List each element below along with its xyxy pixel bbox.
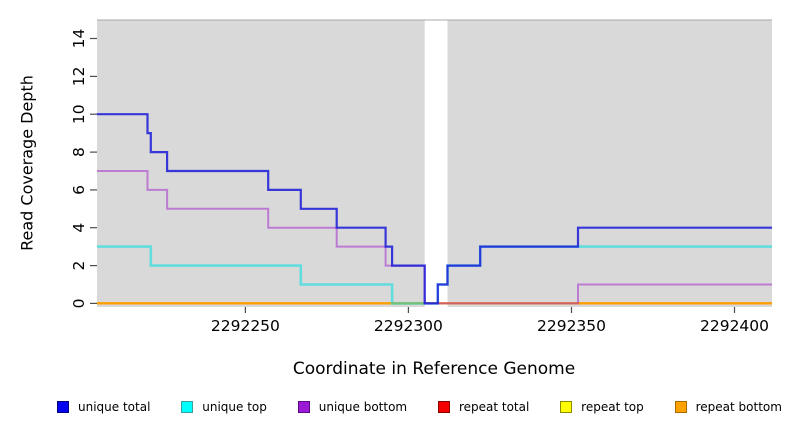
legend-label: repeat bottom [695, 400, 782, 414]
x-tick-label: 2292350 [537, 317, 606, 335]
series-unique-total [97, 113, 772, 305]
legend-item-unique-bottom: unique bottom [297, 400, 408, 414]
y-tick-label: 14 [70, 29, 88, 49]
legend-swatch-icon [181, 401, 194, 413]
legend-item-unique-total: unique total [57, 400, 150, 414]
series-unique-bottom [97, 170, 772, 305]
legend-swatch-icon [674, 401, 687, 413]
legend-item-unique-top: unique top [181, 400, 267, 414]
y-tick-label: 0 [70, 298, 88, 308]
y-tick-label: 10 [70, 104, 88, 124]
y-tick-label: 8 [70, 147, 88, 157]
legend-item-repeat-total: repeat total [437, 400, 530, 414]
x-axis: 2292250 2292300 2292350 2292400 [211, 307, 769, 335]
legend-label: unique top [202, 400, 267, 414]
legend-label: unique bottom [318, 400, 408, 414]
y-axis-title: Read Coverage Depth [17, 75, 37, 251]
x-axis-title: Coordinate in Reference Genome [292, 359, 576, 379]
legend-swatch-icon [437, 401, 450, 413]
legend-item-repeat-bottom: repeat bottom [674, 400, 782, 414]
y-tick-label: 12 [70, 67, 88, 87]
legend-swatch-icon [297, 401, 310, 413]
legend-item-repeat-top: repeat top [560, 400, 644, 414]
gap-band [424, 20, 448, 307]
legend-label: unique total [78, 400, 151, 414]
legend-swatch-icon [57, 401, 69, 413]
legend-label: repeat top [581, 400, 644, 414]
x-tick-label: 2292250 [211, 317, 280, 335]
legend-swatch-icon [560, 401, 573, 413]
y-axis: 0 2 4 6 8 10 12 14 [70, 29, 97, 308]
x-tick-label: 2292400 [700, 317, 769, 335]
x-tick-label: 2292300 [374, 317, 443, 335]
y-tick-label: 6 [70, 185, 88, 195]
legend: unique total unique top unique bottom repea… [57, 399, 782, 415]
y-tick-label: 4 [70, 223, 88, 233]
y-tick-label: 2 [70, 261, 88, 271]
legend-label: repeat total [458, 400, 530, 414]
